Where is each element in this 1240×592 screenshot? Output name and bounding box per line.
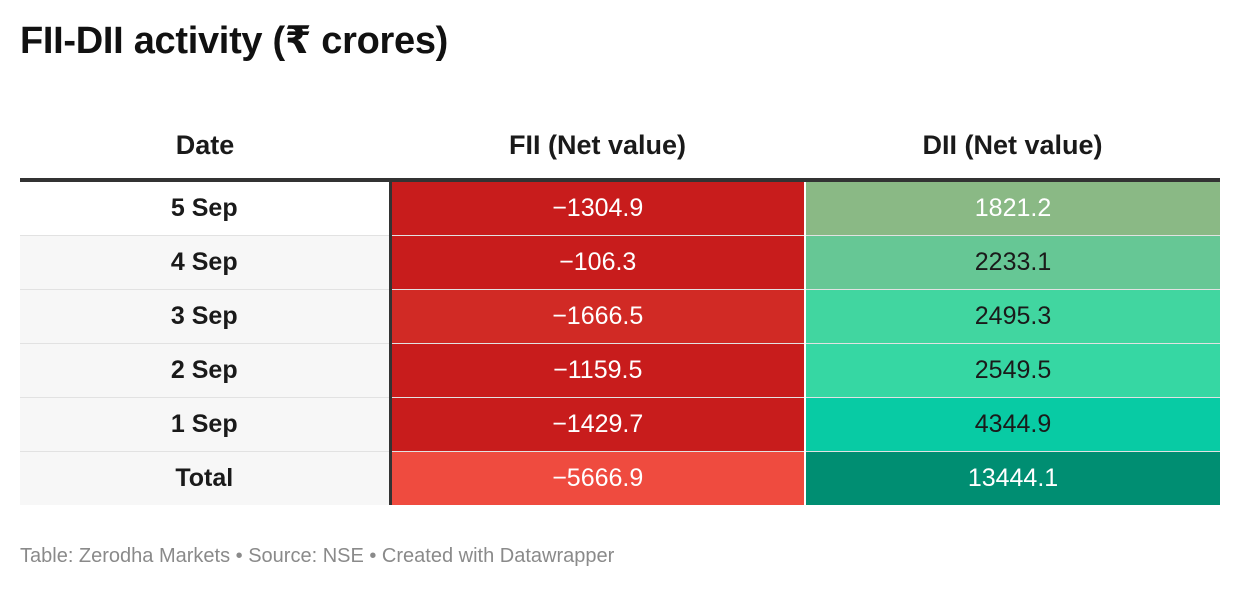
fii-value-cell: −1429.7 [388, 397, 805, 452]
column-header-date[interactable]: Date [20, 112, 390, 182]
date-cell: 1 Sep [20, 397, 390, 452]
table-row: 4 Sep −106.3 2233.1 [20, 235, 1220, 290]
fii-value-cell: −1159.5 [388, 343, 805, 398]
date-cell: 5 Sep [20, 180, 390, 236]
table-row: 2 Sep −1159.5 2549.5 [20, 343, 1220, 398]
dii-value-cell: 1821.2 [804, 180, 1220, 236]
dii-value-cell: 2549.5 [804, 343, 1220, 398]
column-header-fii[interactable]: FII (Net value) [390, 112, 805, 182]
fii-total-cell: −5666.9 [388, 451, 805, 505]
dii-value-cell: 2233.1 [804, 235, 1220, 290]
dii-value-cell: 2495.3 [804, 289, 1220, 344]
fii-dii-table: Date FII (Net value) DII (Net value) 5 S… [20, 112, 1220, 505]
total-label-cell: Total [20, 451, 390, 505]
table-total-row: Total −5666.9 13444.1 [20, 451, 1220, 505]
date-cell: 2 Sep [20, 343, 390, 398]
dii-value-cell: 4344.9 [804, 397, 1220, 452]
fii-value-cell: −106.3 [388, 235, 805, 290]
date-cell: 3 Sep [20, 289, 390, 344]
source-footer: Table: Zerodha Markets • Source: NSE • C… [20, 545, 615, 567]
table-row: 3 Sep −1666.5 2495.3 [20, 289, 1220, 344]
page-title: FII-DII activity (₹ crores) [20, 20, 449, 62]
table-body: 5 Sep −1304.9 1821.2 4 Sep −106.3 2233.1… [20, 180, 1220, 505]
date-cell: 4 Sep [20, 235, 390, 290]
column-header-dii[interactable]: DII (Net value) [805, 112, 1220, 182]
fii-value-cell: −1304.9 [388, 180, 805, 236]
table-header-row: Date FII (Net value) DII (Net value) [20, 112, 1220, 182]
fii-value-cell: −1666.5 [388, 289, 805, 344]
table-row: 1 Sep −1429.7 4344.9 [20, 397, 1220, 452]
fii-dii-table-container: Date FII (Net value) DII (Net value) 5 S… [20, 112, 1220, 505]
table-row: 5 Sep −1304.9 1821.2 [20, 180, 1220, 236]
dii-total-cell: 13444.1 [804, 451, 1220, 505]
